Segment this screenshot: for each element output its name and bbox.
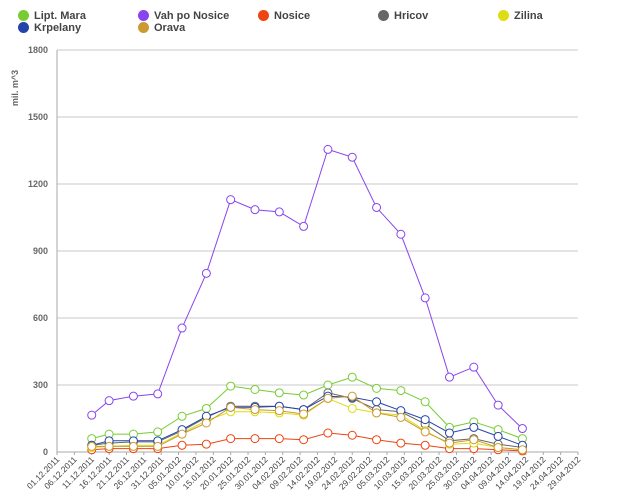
data-point [323,428,333,438]
legend-marker-icon [18,22,29,33]
legend-item[interactable]: Vah po Nosice [138,9,229,23]
data-point [493,431,503,441]
legend-marker-icon [378,10,389,21]
data-point [250,434,260,444]
data-point [226,402,236,412]
legend-label: Zilina [514,10,543,22]
legend-item[interactable]: Lipt. Mara [18,9,86,23]
data-point [420,427,430,437]
y-tick-label: 600 [33,313,48,323]
legend-label: Lipt. Mara [34,10,86,22]
data-point [201,403,211,413]
data-point [517,424,527,434]
data-point [201,418,211,428]
legend-item[interactable]: Zilina [498,9,543,23]
legend-label: Vah po Nosice [154,10,230,22]
data-point [493,400,503,410]
data-point [299,409,309,419]
data-point [396,229,406,239]
data-point [153,441,163,451]
data-point [226,195,236,205]
legend-marker-icon [18,10,29,21]
data-point [104,441,114,451]
data-point [396,386,406,396]
data-point [153,389,163,399]
legend-label: Krpelany [34,22,82,34]
y-tick-label: 1500 [28,112,48,122]
data-point [444,438,454,448]
data-point [128,441,138,451]
data-point [274,388,284,398]
data-point [323,144,333,154]
y-tick-label: 300 [33,380,48,390]
data-point [250,384,260,394]
data-point [372,383,382,393]
data-point [177,323,187,333]
y-tick-label: 1200 [28,179,48,189]
data-point [177,429,187,439]
data-point [104,396,114,406]
data-point [274,207,284,217]
data-point [299,435,309,445]
data-point [201,268,211,278]
y-tick-label: 1800 [28,45,48,55]
data-point [347,391,357,401]
data-point [347,152,357,162]
legend-label: Orava [154,22,186,34]
data-point [226,434,236,444]
legend-item[interactable]: Nosice [258,9,310,23]
data-point [347,403,357,413]
y-axis-label: mil. m^3 [10,70,20,106]
data-point [87,410,97,420]
data-point [226,381,236,391]
legend-item[interactable]: Orava [138,21,185,35]
data-point [493,443,503,453]
data-point [517,445,527,455]
data-point [177,440,187,450]
y-tick-label: 0 [43,447,48,457]
data-point [250,205,260,215]
data-point [299,221,309,231]
data-point [372,435,382,445]
legend-marker-icon [138,22,149,33]
data-point [420,415,430,425]
data-point [372,408,382,418]
data-point [396,438,406,448]
legend-label: Nosice [274,10,311,22]
data-point [396,412,406,422]
data-point [299,390,309,400]
chart-legend: Lipt. Mara Vah po Nosice Nosice Hricov Zilin… [0,0,618,40]
data-point [274,406,284,416]
series-line [91,148,523,429]
data-point [420,440,430,450]
legend-marker-icon [258,10,269,21]
legend-label: Hricov [394,10,429,22]
data-point [274,434,284,444]
data-point [128,391,138,401]
data-point [153,427,163,437]
data-point [87,441,97,451]
legend-item[interactable]: Hricov [378,9,428,23]
data-point [469,422,479,432]
data-point [444,428,454,438]
legend-marker-icon [498,10,509,21]
legend-marker-icon [138,10,149,21]
data-point [372,397,382,407]
legend-item[interactable]: Krpelany [18,21,81,35]
data-point [420,293,430,303]
data-point [347,372,357,382]
data-point [177,411,187,421]
data-point [323,380,333,390]
data-point [420,397,430,407]
data-point [347,430,357,440]
data-point [201,439,211,449]
data-point [469,362,479,372]
data-point [444,372,454,382]
data-point [250,405,260,415]
data-point [372,202,382,212]
y-tick-label: 900 [33,246,48,256]
data-point [323,393,333,403]
data-point [469,435,479,445]
